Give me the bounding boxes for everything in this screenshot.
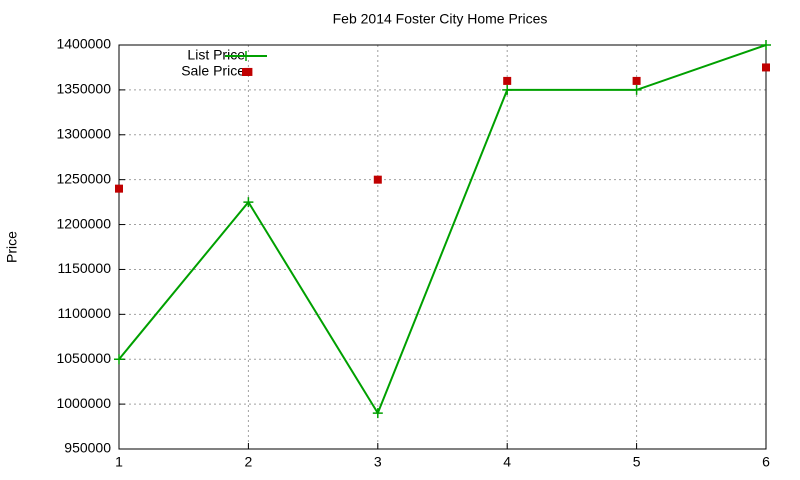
x-tick-label: 4 [503, 454, 511, 470]
y-tick-label: 1100000 [58, 305, 112, 321]
x-tick-label: 2 [245, 454, 253, 470]
point-marker [114, 354, 124, 365]
point-marker [761, 40, 771, 50]
point-marker [631, 84, 642, 95]
y-tick-label: 1300000 [56, 125, 111, 141]
y-tick-label: 1350000 [56, 81, 111, 97]
point-marker [632, 76, 641, 85]
y-tick-label: 1150000 [58, 260, 112, 276]
y-axis-label: Price [4, 231, 20, 263]
point-marker [503, 76, 512, 85]
y-tick-label: 1000000 [56, 395, 111, 411]
x-tick-label: 5 [633, 454, 641, 470]
x-tick-label: 1 [115, 454, 123, 470]
y-tick-label: 1050000 [56, 350, 111, 366]
series-line [118, 44, 767, 416]
point-marker [762, 63, 770, 72]
plot-border [118, 44, 767, 450]
y-tick-label: 1400000 [56, 36, 111, 52]
point-marker [115, 184, 123, 193]
legend-label: Sale Price [181, 63, 245, 79]
y-tick-label: 1250000 [56, 170, 111, 186]
y-tick-label: 1200000 [56, 215, 111, 231]
legend-marker [241, 51, 251, 61]
point-marker [243, 197, 254, 208]
chart-title: Feb 2014 Foster City Home Prices [333, 11, 548, 27]
legend-label: List Price [187, 47, 245, 63]
x-tick-label: 6 [762, 454, 770, 470]
legend-marker [242, 68, 250, 76]
y-tick-label: 950000 [64, 440, 111, 456]
point-marker [373, 175, 382, 184]
point-marker [372, 408, 383, 419]
x-tick-label: 3 [374, 454, 382, 470]
point-marker [502, 84, 513, 95]
